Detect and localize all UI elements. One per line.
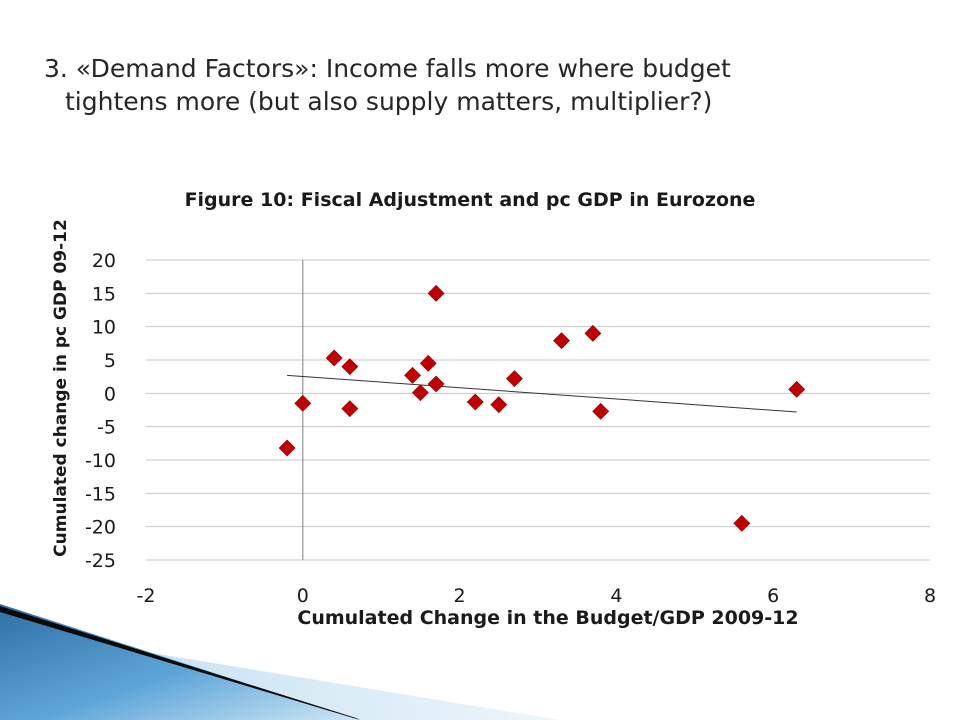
data-point	[419, 354, 437, 372]
y-tick-label: 15	[92, 283, 116, 305]
trendline-group	[287, 374, 797, 413]
data-point	[411, 384, 429, 402]
slide-title-line-1: 3. «Demand Factors»: Income falls more w…	[44, 54, 731, 83]
data-point	[278, 439, 296, 457]
y-tick-label: -25	[85, 550, 116, 572]
chart-title: Figure 10: Fiscal Adjustment and pc GDP …	[185, 189, 756, 211]
data-point	[584, 324, 602, 342]
data-point	[592, 402, 610, 420]
data-point	[490, 396, 508, 414]
slide-title-line-2: tightens more (but also supply matters, …	[65, 87, 713, 116]
y-tick-label: -10	[85, 450, 116, 472]
data-point	[427, 375, 445, 393]
y-tick-label: 20	[92, 250, 116, 272]
data-point	[506, 370, 523, 388]
data-point	[341, 400, 359, 418]
x-tick-label: -2	[137, 585, 156, 607]
y-tick-label: -20	[85, 517, 116, 539]
trendline	[287, 374, 797, 413]
x-tick-label: 8	[924, 585, 936, 607]
y-tick-label: -5	[97, 417, 116, 439]
x-tick-labels: -2 0 2 4 6 8	[137, 585, 937, 607]
data-point	[341, 358, 359, 376]
data-point	[427, 284, 445, 302]
data-points	[278, 284, 806, 532]
x-tick-label: 2	[454, 585, 466, 607]
data-point	[294, 394, 312, 412]
x-tick-label: 4	[610, 585, 622, 607]
data-point	[325, 349, 343, 367]
x-axis-label: Cumulated Change in the Budget/GDP 2009-…	[297, 607, 798, 629]
y-tick-label: 0	[104, 383, 116, 405]
data-point	[404, 366, 421, 384]
data-point	[733, 514, 751, 532]
x-tick-label: 0	[297, 585, 309, 607]
data-point	[466, 393, 484, 411]
x-tick-label: 6	[767, 585, 779, 607]
data-point	[553, 332, 570, 350]
data-point	[788, 380, 806, 398]
y-tick-label: 5	[104, 350, 116, 372]
y-tick-label: -15	[85, 483, 116, 505]
slide-title: 3. «Demand Factors»: Income falls more w…	[44, 52, 924, 118]
decoration-dark-stripe	[0, 606, 360, 720]
y-tick-label: 10	[92, 317, 116, 339]
y-axis-label: Cumulated change in pc GDP 09-12	[51, 219, 71, 557]
y-tick-labels: 20 15 10 5 0 -5 -10 -15 -20 -25	[85, 250, 116, 572]
